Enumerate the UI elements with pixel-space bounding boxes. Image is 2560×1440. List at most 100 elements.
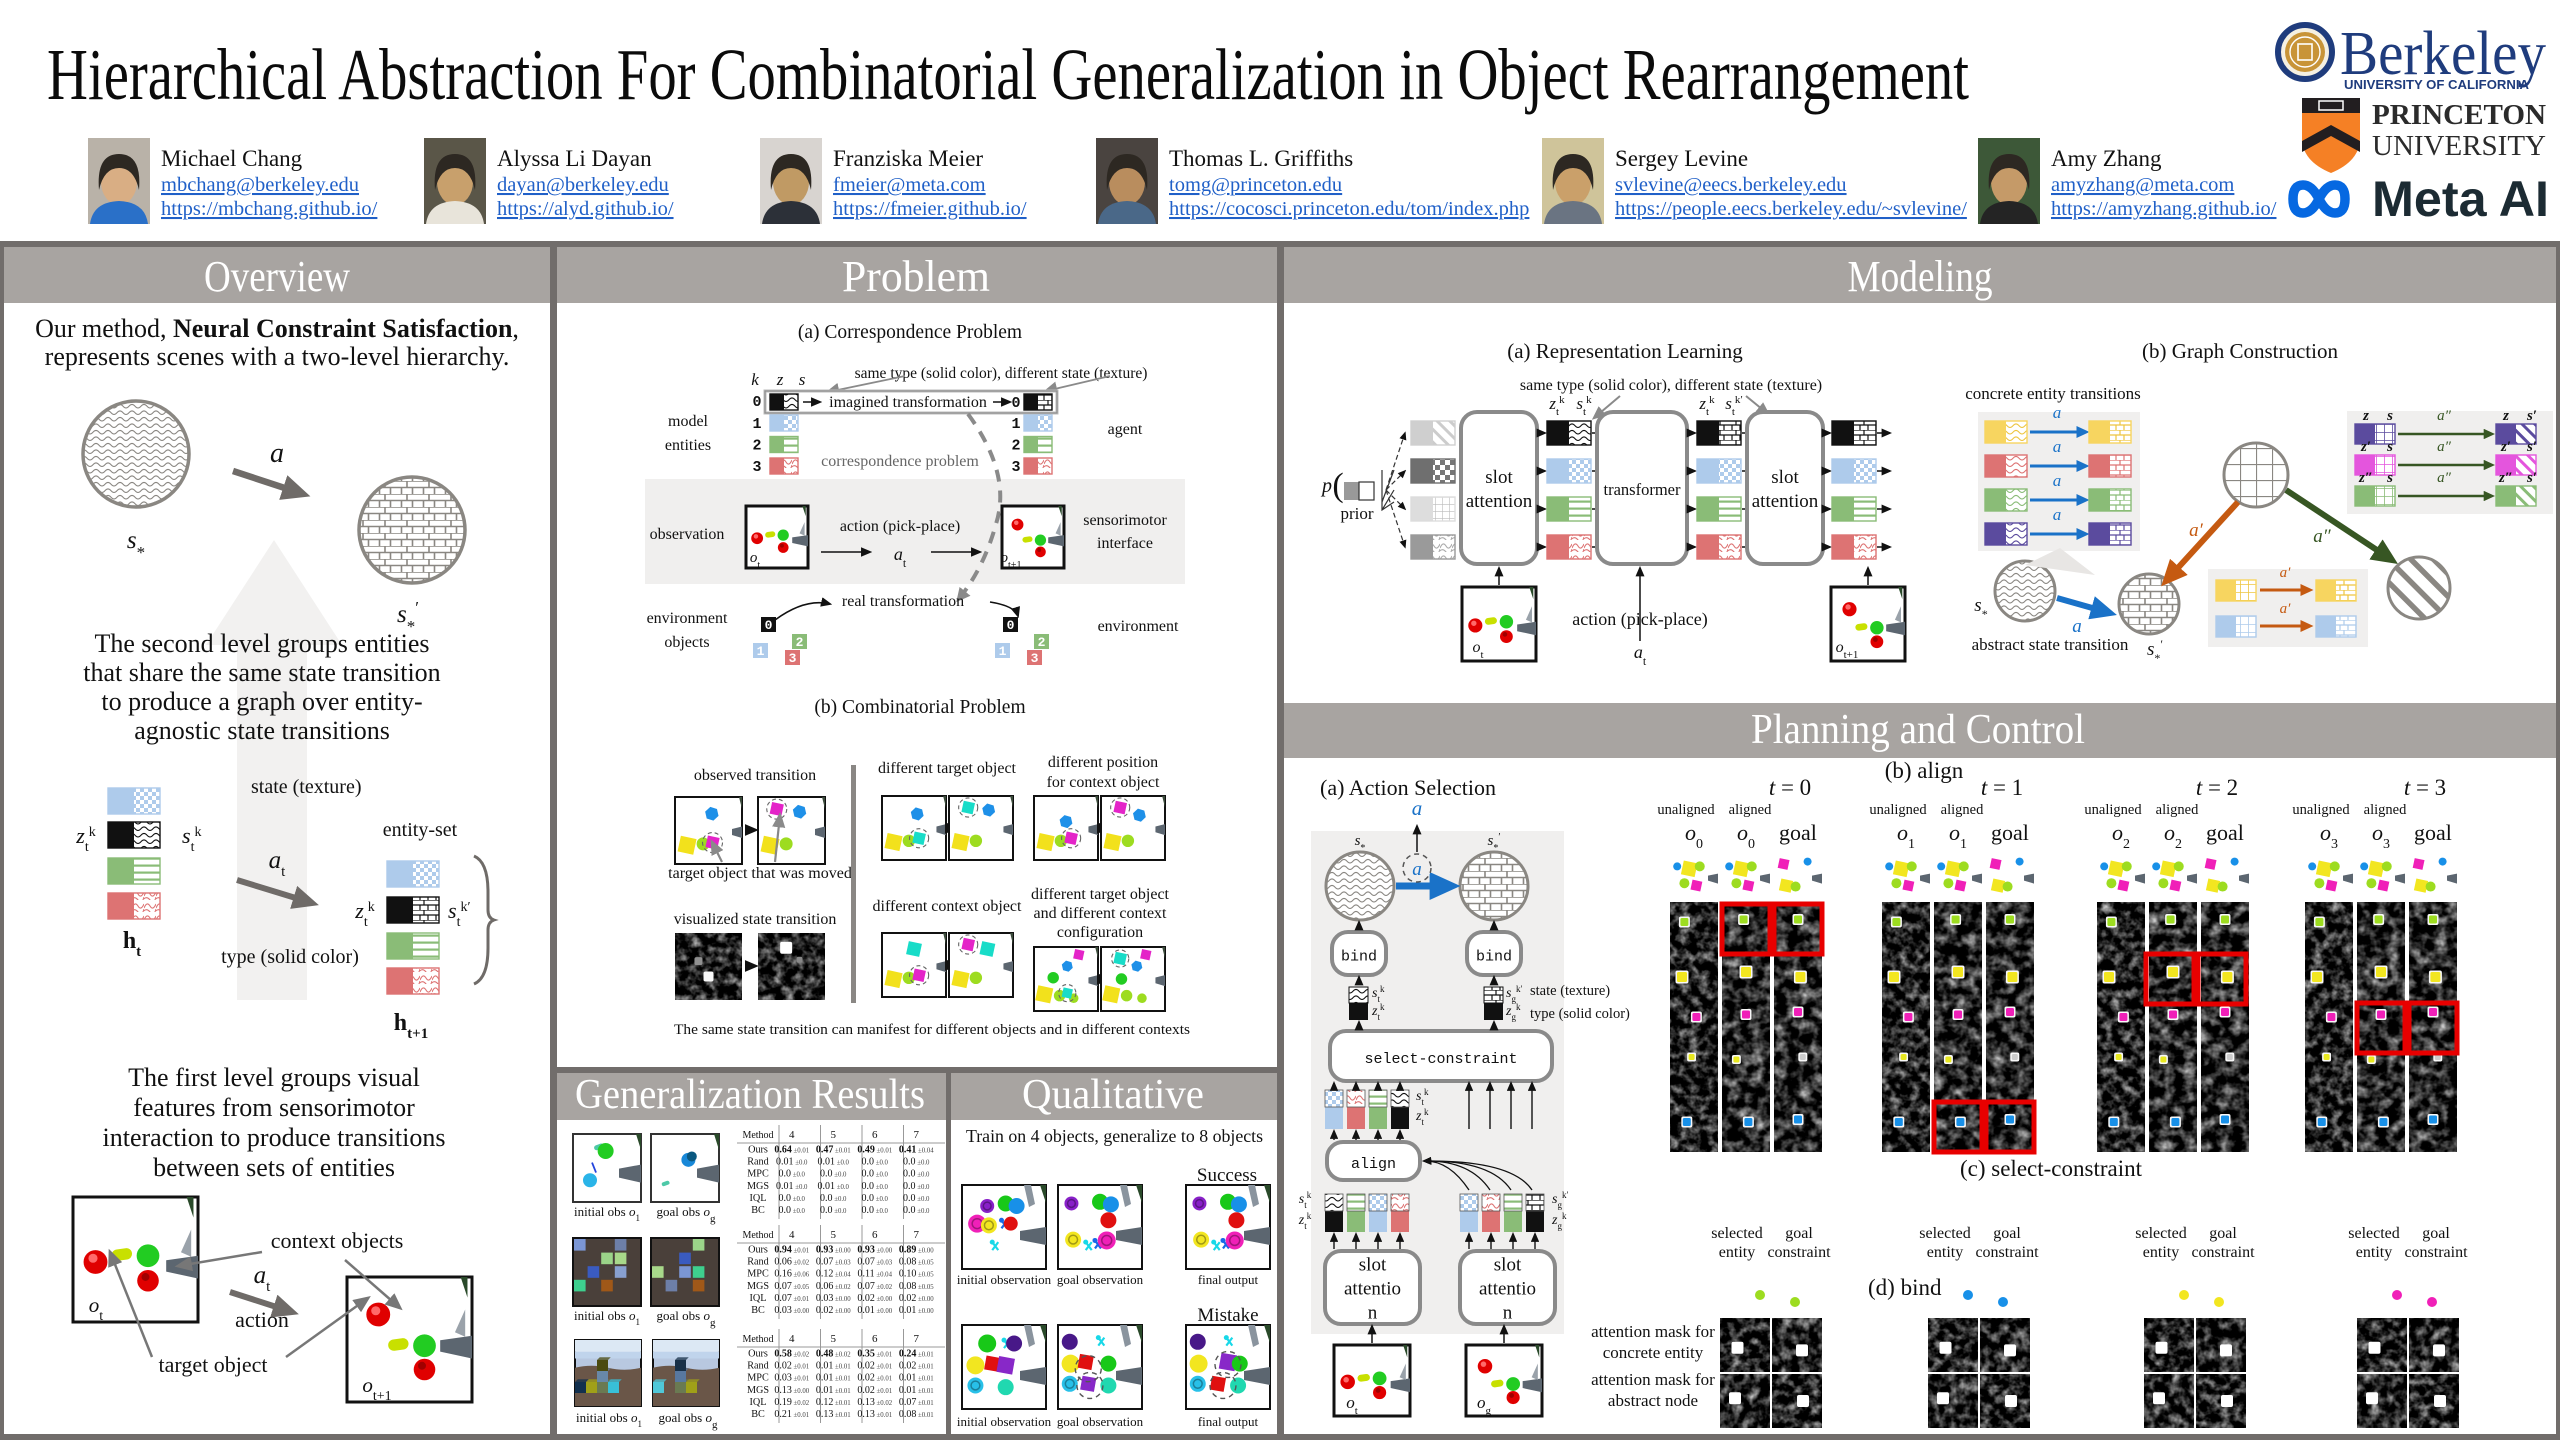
svg-text:t = 0: t = 0 — [1769, 775, 1811, 800]
svg-text:IQL: IQL — [750, 1193, 767, 1204]
svg-text:Train on 4 objects, generalize: Train on 4 objects, generalize to 8 obje… — [966, 1126, 1263, 1146]
svg-text:https://people.eecs.berkeley.e: https://people.eecs.berkeley.edu/~svlevi… — [1615, 198, 1967, 220]
svg-text:UNIVERSITY OF CALIFORNIA: UNIVERSITY OF CALIFORNIA — [2344, 77, 2530, 92]
svg-text:k: k — [751, 370, 759, 389]
svg-text:for context object: for context object — [1047, 774, 1160, 791]
svg-text:represents scenes with a two-l: represents scenes with a two-level hiera… — [45, 342, 510, 371]
svg-text:Qualitative: Qualitative — [1022, 1072, 1204, 1118]
svg-text:stk: stk — [1416, 1087, 1429, 1107]
svg-text:BC: BC — [751, 1205, 765, 1216]
svg-text:0.03 ±0.00: 0.03 ±0.00 — [774, 1305, 809, 1316]
svg-text:3: 3 — [789, 651, 797, 666]
svg-text:BC: BC — [751, 1409, 765, 1420]
svg-text:s′: s′ — [2526, 470, 2537, 486]
svg-text:bind: bind — [1476, 949, 1512, 966]
svg-text:mbchang@berkeley.edu: mbchang@berkeley.edu — [161, 174, 359, 196]
svg-text:different context object: different context object — [873, 898, 1023, 915]
svg-text:fmeier@meta.com: fmeier@meta.com — [833, 174, 986, 196]
svg-text:real transformation: real transformation — [842, 593, 964, 610]
svg-text:interface: interface — [1097, 535, 1153, 552]
svg-text:n: n — [1368, 1303, 1378, 1324]
svg-text:0.93 ±0.00: 0.93 ±0.00 — [816, 1245, 851, 1256]
svg-text:unaligned: unaligned — [1657, 802, 1715, 818]
svg-text:0.0 ±0.0: 0.0 ±0.0 — [820, 1169, 847, 1180]
svg-text:target object: target object — [159, 1352, 268, 1377]
svg-text:slot: slot — [1494, 1255, 1522, 1276]
svg-text:0.01 ±0.01: 0.01 ±0.01 — [899, 1373, 934, 1384]
svg-text:aligned: aligned — [1941, 802, 1984, 818]
svg-text:s*: s* — [1974, 595, 1987, 621]
svg-text:(a) Correspondence Problem: (a) Correspondence Problem — [798, 322, 1022, 343]
svg-text:The same state transition can: The same state transition can manifest f… — [674, 1022, 1190, 1038]
svg-text:(d) bind: (d) bind — [1868, 1275, 1942, 1300]
svg-text:Mistake: Mistake — [1197, 1305, 1258, 1326]
svg-text:stk′: stk′ — [1725, 394, 1743, 418]
svg-text:6: 6 — [872, 1229, 878, 1241]
svg-text:aligned: aligned — [2156, 802, 2199, 818]
svg-text:o2: o2 — [2164, 820, 2182, 852]
svg-text:0.02 ±0.00: 0.02 ±0.00 — [857, 1293, 892, 1304]
svg-text:z″: z″ — [2498, 470, 2513, 486]
svg-text:ztk: ztk — [1371, 1002, 1385, 1022]
svg-text:different target object: different target object — [878, 760, 1017, 777]
svg-text:entity: entity — [2356, 1244, 2392, 1261]
svg-text:entity: entity — [1719, 1244, 1755, 1261]
svg-text:0.35 ±0.01: 0.35 ±0.01 — [857, 1349, 892, 1360]
svg-text:2: 2 — [752, 438, 761, 455]
svg-text:concrete entity transitions: concrete entity transitions — [1965, 384, 2141, 403]
svg-text:environment: environment — [647, 610, 728, 627]
svg-text:selected: selected — [2348, 1225, 2400, 1242]
svg-text:a: a — [2053, 505, 2062, 524]
svg-text:0.01 ±0.01: 0.01 ±0.01 — [816, 1373, 851, 1384]
svg-text:0.16 ±0.06: 0.16 ±0.06 — [774, 1269, 809, 1280]
svg-text:svlevine@eecs.berkeley.edu: svlevine@eecs.berkeley.edu — [1615, 174, 1847, 196]
svg-text:ztk: ztk — [354, 898, 374, 930]
svg-text:concrete entity: concrete entity — [1603, 1343, 1704, 1362]
svg-text:stk: stk — [1372, 984, 1385, 1004]
svg-text:initial observation: initial observation — [957, 1414, 1052, 1429]
svg-text:6: 6 — [872, 1129, 878, 1141]
svg-text:0.0 ±0.0: 0.0 ±0.0 — [903, 1205, 930, 1216]
svg-text:4: 4 — [789, 1229, 795, 1241]
svg-text:o0: o0 — [1737, 820, 1755, 852]
svg-text:https://fmeier.github.io/: https://fmeier.github.io/ — [833, 198, 1027, 220]
svg-text:MGS: MGS — [747, 1281, 769, 1292]
svg-text:0.03 ±0.00: 0.03 ±0.00 — [816, 1293, 851, 1304]
svg-text:type (solid color): type (solid color) — [1530, 1006, 1630, 1022]
svg-text:og: og — [1477, 1393, 1492, 1417]
svg-text:Our method, Neural Constraint: Our method, Neural Constraint Satisfacti… — [35, 314, 519, 343]
svg-text:action (pick-place): action (pick-place) — [1572, 609, 1707, 630]
svg-text:0.12 ±0.01: 0.12 ±0.01 — [816, 1397, 851, 1408]
svg-text:Rand: Rand — [747, 1361, 769, 1372]
svg-text:target object that was moved: target object that was moved — [668, 865, 852, 882]
svg-text:slot: slot — [1485, 467, 1513, 488]
svg-text:0.02 ±0.01: 0.02 ±0.01 — [857, 1361, 892, 1372]
svg-text:constraint: constraint — [2404, 1244, 2468, 1261]
svg-text:at: at — [1634, 642, 1647, 668]
svg-text:Ours: Ours — [748, 1245, 768, 1256]
svg-text:0.47 ±0.01: 0.47 ±0.01 — [816, 1145, 851, 1156]
svg-text:stk′: stk′ — [448, 898, 471, 930]
svg-text:0.01 ±0.0: 0.01 ±0.0 — [776, 1157, 808, 1168]
svg-text:attention mask for: attention mask for — [1591, 1322, 1715, 1341]
svg-text:Meta AI: Meta AI — [2372, 171, 2549, 227]
svg-text:z″: z″ — [2358, 470, 2373, 486]
svg-text:0.10 ±0.05: 0.10 ±0.05 — [899, 1269, 934, 1280]
svg-text:IQL: IQL — [750, 1293, 767, 1304]
svg-text:The second level groups entiti: The second level groups entities — [94, 629, 429, 658]
svg-text:7: 7 — [914, 1333, 920, 1345]
svg-text:z: z — [2502, 408, 2509, 424]
svg-text:2: 2 — [796, 635, 804, 650]
svg-text:0.0 ±0.0: 0.0 ±0.0 — [862, 1157, 889, 1168]
svg-text:aligned: aligned — [2364, 802, 2407, 818]
svg-text:MPC: MPC — [747, 1373, 769, 1384]
svg-text:a′: a′ — [2280, 565, 2292, 581]
svg-text:MPC: MPC — [747, 1269, 769, 1280]
svg-text:https://mbchang.github.io/: https://mbchang.github.io/ — [161, 198, 378, 220]
svg-text:Ours: Ours — [748, 1145, 768, 1156]
svg-text:entity-set: entity-set — [383, 819, 458, 841]
svg-text:0.02 ±0.01: 0.02 ±0.01 — [857, 1373, 892, 1384]
svg-text:The first level groups visual: The first level groups visual — [128, 1063, 420, 1092]
svg-text:s*′: s*′ — [2147, 637, 2163, 665]
svg-text:0.01 ±0.01: 0.01 ±0.01 — [816, 1361, 851, 1372]
